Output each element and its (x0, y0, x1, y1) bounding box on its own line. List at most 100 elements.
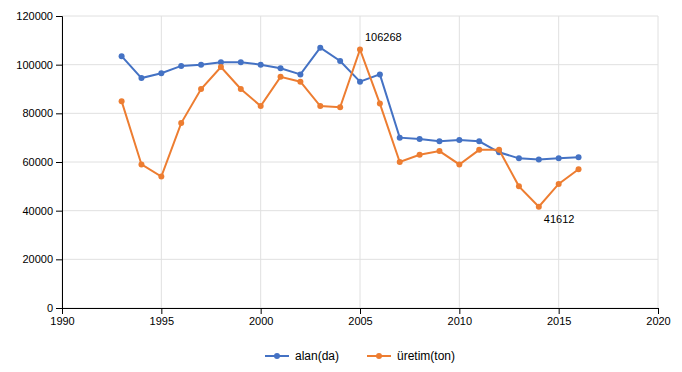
tick-label: 20000 (22, 253, 53, 265)
marker (258, 62, 264, 68)
grid (62, 16, 658, 308)
marker (178, 120, 184, 126)
tick: 100000 (16, 59, 62, 71)
tick-mark (56, 113, 62, 114)
annotations: 106268 41612 (365, 31, 574, 224)
marker (496, 147, 502, 153)
marker (556, 155, 562, 161)
marker (516, 183, 522, 189)
marker (576, 154, 582, 160)
marker (417, 136, 423, 142)
tick: 2020 (646, 308, 670, 327)
marker (198, 86, 204, 92)
tick: 2015 (547, 308, 571, 327)
tick: 80000 (22, 107, 62, 119)
tick-mark (161, 308, 162, 314)
marks (119, 45, 582, 210)
grid-line (558, 16, 559, 308)
marker (278, 74, 284, 80)
tick-mark (459, 308, 460, 314)
tick-label: 80000 (22, 107, 53, 119)
annotation: 106268 (365, 31, 402, 43)
grid-line (360, 16, 361, 308)
tick-label: 2005 (348, 315, 372, 327)
tick-label: 2020 (646, 315, 670, 327)
tick-label: 120000 (16, 10, 53, 22)
marker (357, 46, 363, 52)
line (122, 48, 579, 160)
tick-mark (56, 211, 62, 212)
tick: 1990 (50, 308, 74, 327)
series (119, 45, 582, 163)
tick-mark (658, 308, 659, 314)
marker (576, 166, 582, 172)
tick-mark (360, 308, 361, 314)
legend-item: alan(da) (265, 349, 339, 363)
marker (138, 161, 144, 167)
marker (337, 104, 343, 110)
tick-label: 2010 (448, 315, 472, 327)
tick-label: 100000 (16, 59, 53, 71)
x-axis: 1990 1995 2000 2005 2010 2015 2020 (50, 308, 670, 327)
chart: 1990 1995 2000 2005 2010 2015 2020 0 20000 40000 6… (0, 0, 682, 372)
marker (377, 101, 383, 107)
grid-line (161, 16, 162, 308)
tick-label: 2015 (547, 315, 571, 327)
marker (516, 155, 522, 161)
tick: 120000 (16, 10, 62, 22)
marker (436, 138, 442, 144)
marker (317, 103, 323, 109)
tick-mark (56, 162, 62, 163)
grid-line (260, 16, 261, 308)
legend: alan(da) üretim(ton) (265, 349, 455, 363)
marker (456, 161, 462, 167)
marker (198, 62, 204, 68)
axis-line (63, 309, 659, 315)
annotation: 41612 (544, 213, 575, 225)
tick-label: 60000 (22, 156, 53, 168)
tick-mark (56, 65, 62, 66)
legend-item: üretim(ton) (367, 349, 455, 363)
marker (317, 45, 323, 51)
marker (278, 65, 284, 71)
legend-marker (376, 353, 382, 359)
legend-marker (274, 353, 280, 359)
plot: 1990 1995 2000 2005 2010 2015 2020 0 20000 40000 6… (16, 10, 670, 327)
marker (238, 86, 244, 92)
tick-label: 2000 (249, 315, 273, 327)
tick: 20000 (22, 253, 62, 265)
marker (397, 159, 403, 165)
tick: 60000 (22, 156, 62, 168)
tick-label: 0 (47, 302, 53, 314)
line (122, 49, 579, 206)
y-axis: 0 20000 40000 60000 80000 100000 120000 (16, 10, 62, 314)
marker (138, 75, 144, 81)
marker (258, 103, 264, 109)
legend-label: alan(da) (295, 349, 339, 363)
marker (158, 174, 164, 180)
marker (238, 59, 244, 65)
legend-label: üretim(ton) (397, 349, 455, 363)
tick-mark (56, 308, 62, 309)
tick: 2000 (249, 308, 273, 327)
tick-label: 40000 (22, 205, 53, 217)
axis-line (56, 17, 63, 309)
series (119, 46, 582, 209)
marker (476, 138, 482, 144)
marker (297, 79, 303, 85)
tick-label: 1995 (150, 315, 174, 327)
tick: 1995 (150, 308, 174, 327)
tick-mark (559, 308, 560, 314)
marker (357, 79, 363, 85)
tick: 40000 (22, 205, 62, 217)
marker (436, 148, 442, 154)
tick-mark (261, 308, 262, 314)
marker (158, 70, 164, 76)
marker (417, 152, 423, 158)
marker (377, 71, 383, 77)
tick-mark (56, 16, 62, 17)
marker (178, 63, 184, 69)
marker (119, 98, 125, 104)
tick-mark (56, 259, 62, 260)
marker (297, 71, 303, 77)
